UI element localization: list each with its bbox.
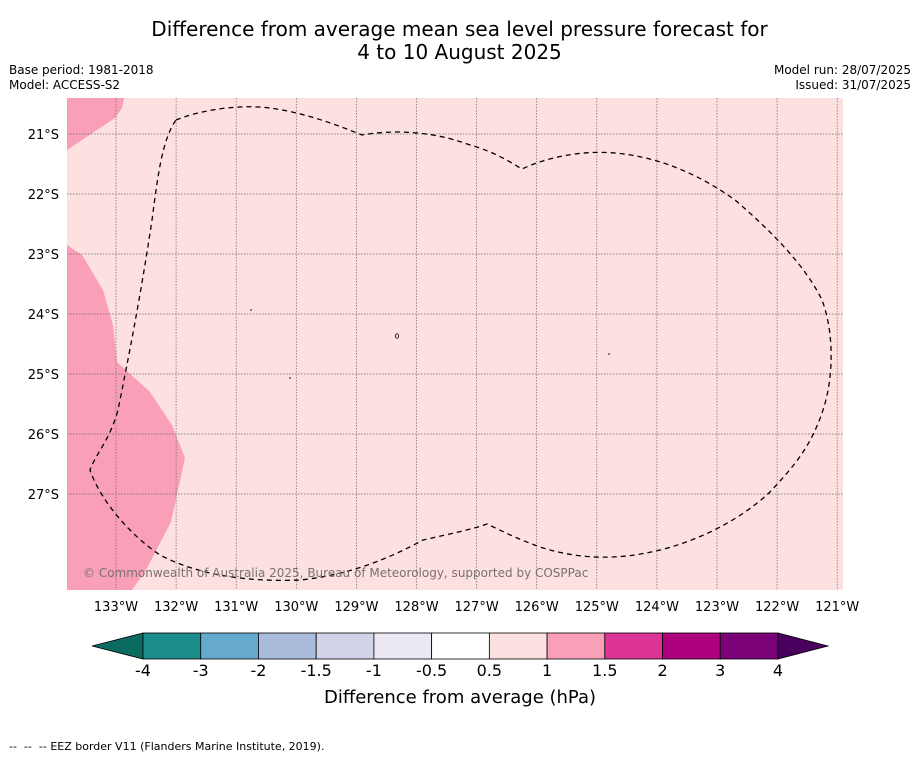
longitude-label: 130°W	[274, 600, 318, 615]
longitude-label: 131°W	[214, 600, 258, 615]
latitude-label: 25°S	[28, 368, 59, 383]
base-period: Base period: 1981-2018	[9, 63, 154, 77]
colorbar-tick-label: 0.5	[477, 661, 502, 680]
colorbar-segment	[662, 632, 721, 660]
anomaly-region-top-left	[67, 98, 124, 150]
colorbar-segment	[604, 632, 663, 660]
colorbar-label: Difference from average (hPa)	[324, 687, 596, 708]
anomaly-region-left	[67, 245, 185, 590]
colorbar-segment	[488, 632, 548, 660]
latitude-label: 21°S	[28, 128, 59, 143]
colorbar-tick-label: -1	[366, 661, 382, 680]
eez-border	[89, 106, 832, 581]
longitude-label: 125°W	[575, 600, 619, 615]
longitude-label: 126°W	[515, 600, 559, 615]
colorbar-tick-label: -4	[135, 661, 151, 680]
colorbar-tick-label: 2	[657, 661, 667, 680]
title-line-1: Difference from average mean sea level p…	[151, 17, 768, 41]
map-figure: 21°S22°S23°S24°S25°S26°S27°S 133°W 132°W 1…	[28, 98, 860, 708]
model-name: Model: ACCESS-S2	[9, 78, 121, 92]
latitude-label: 26°S	[28, 428, 59, 443]
longitude-label: 128°W	[394, 600, 438, 615]
model-run: Model run: 28/07/2025	[773, 63, 911, 77]
colorbar-tick-label: -2	[250, 661, 266, 680]
latitude-labels: 21°S 22°S 23°S 24°S 25°S 26°S 27°S	[28, 128, 59, 503]
colorbar: -4 -3 -2 -1.5 -1 -0.5 0.5 1 1.5 2 3 4 Difference fr…	[91, 632, 830, 708]
colorbar-segment	[431, 632, 490, 660]
colorbar-segment	[719, 632, 779, 660]
colorbar-segment	[200, 632, 259, 660]
colorbar-segment	[546, 632, 606, 660]
colorbar-segment	[315, 632, 375, 660]
island-marker	[608, 353, 610, 355]
map-background	[67, 98, 843, 590]
latitude-label: 27°S	[28, 488, 59, 503]
colorbar-tick-label: 1	[542, 661, 552, 680]
colorbar-tick-label: -0.5	[416, 661, 447, 680]
colorbar-tick-label: 1.5	[592, 661, 617, 680]
island-marker	[250, 309, 252, 311]
longitude-label: 129°W	[334, 600, 378, 615]
longitude-label: 123°W	[695, 600, 739, 615]
colorbar-tick-label: 4	[773, 661, 783, 680]
colorbar-under-triangle	[91, 632, 144, 660]
colorbar-tick-label: -3	[193, 661, 209, 680]
eez-legend-line-symbol: -- -- --	[9, 740, 51, 753]
longitude-label: 124°W	[635, 600, 679, 615]
colorbar-tick-label: 3	[715, 661, 725, 680]
graticule	[67, 98, 843, 590]
eez-legend-text: EEZ border V11 (Flanders Marine Institut…	[50, 740, 325, 753]
longitude-label: 122°W	[755, 600, 799, 615]
colorbar-segment	[373, 632, 433, 660]
latitude-label: 23°S	[28, 248, 59, 263]
meta-left: Base period: 1981-2018 Model: ACCESS-S2	[9, 63, 154, 93]
map-title: Difference from average mean sea level p…	[0, 18, 919, 64]
latitude-label: 24°S	[28, 308, 59, 323]
colorbar-tick-label: -1.5	[301, 661, 332, 680]
meta-right: Model run: 28/07/2025 Issued: 31/07/2025	[774, 63, 911, 93]
colorbar-over-triangle	[777, 632, 830, 660]
title-line-2: 4 to 10 August 2025	[357, 40, 562, 64]
island-marker	[289, 377, 291, 379]
longitude-label: 121°W	[815, 600, 859, 615]
longitude-label: 127°W	[455, 600, 499, 615]
colorbar-segment	[142, 632, 202, 660]
longitude-label: 132°W	[154, 600, 198, 615]
copyright-text: © Commonwealth of Australia 2025, Bureau…	[83, 566, 588, 580]
longitude-labels: 133°W 132°W 131°W 130°W 129°W 128°W 127°W 126°W…	[94, 600, 860, 615]
island-marker	[394, 333, 399, 339]
longitude-label: 133°W	[94, 600, 138, 615]
latitude-label: 22°S	[28, 188, 59, 203]
eez-legend: -- -- -- EEZ border V11 (Flanders Marine…	[9, 740, 324, 753]
colorbar-segment	[258, 632, 317, 660]
issued-date: Issued: 31/07/2025	[795, 78, 911, 92]
